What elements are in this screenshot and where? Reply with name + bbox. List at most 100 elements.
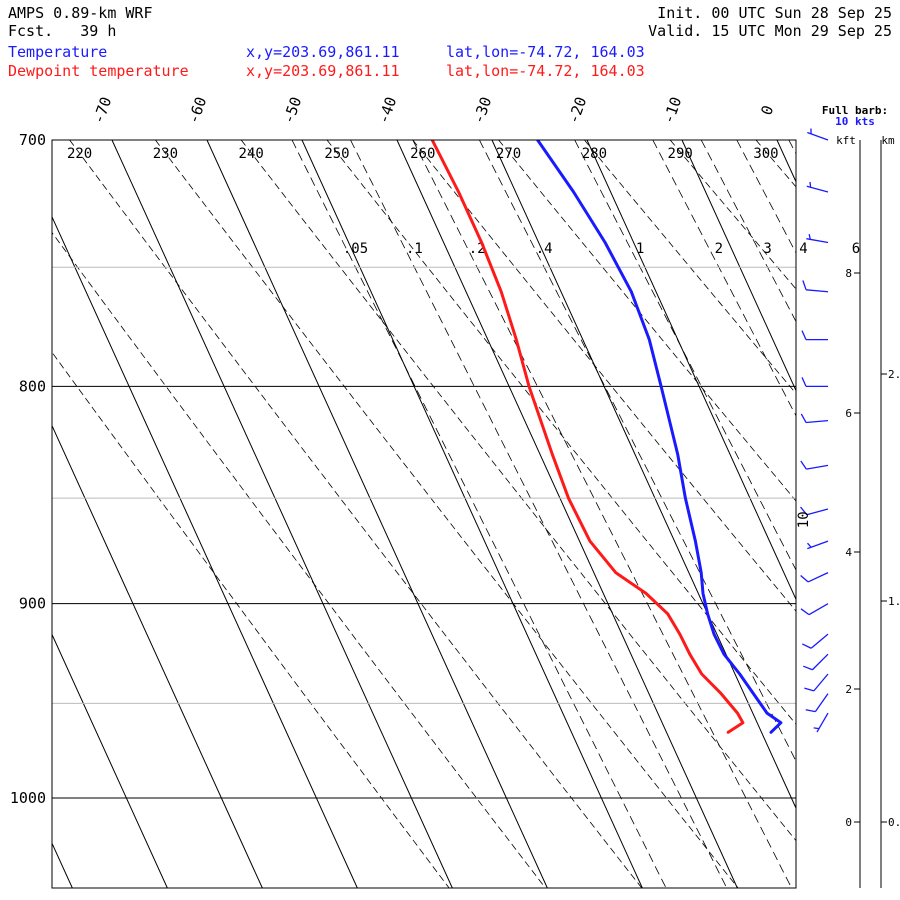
isotherm-line	[52, 424, 263, 888]
wind-barbs: 10	[796, 128, 829, 733]
isotherm-line	[681, 140, 796, 392]
profiles	[430, 140, 783, 734]
dry-adiabat-line	[326, 140, 796, 725]
wind-barb	[804, 673, 829, 692]
mixing-ratio-line	[736, 140, 796, 254]
model-title: AMPS 0.89-km WRF	[8, 4, 153, 22]
wind-barb	[800, 506, 829, 516]
isotherm-line	[52, 633, 168, 888]
wind-barb	[806, 181, 829, 193]
dewpoint-legend-label: Dewpoint temperature	[8, 62, 189, 80]
valid-time: Valid. 15 UTC Mon 29 Sep 25	[648, 22, 892, 40]
isotherm-line	[301, 140, 643, 888]
isotherm-line	[491, 140, 796, 810]
isotherm-line	[206, 140, 548, 888]
dry-adiabat-label: 280	[582, 146, 607, 162]
dewpoint-profile-line	[430, 140, 745, 734]
mixing-ratio-label: 4	[799, 241, 807, 257]
wind-barb	[807, 128, 829, 141]
wind-barb	[800, 603, 829, 616]
isotherm-line	[586, 140, 796, 601]
dewpoint-legend-latlon: lat,lon=-74.72, 164.03	[446, 62, 645, 80]
plot-frame	[51, 139, 797, 889]
kft-tick-label: 4	[845, 546, 852, 559]
chart-grid	[52, 140, 900, 888]
wind-barb	[807, 540, 829, 550]
wind-barb	[813, 712, 829, 733]
isotherm-label: -40	[374, 94, 400, 126]
isotherm-line	[111, 140, 453, 888]
pressure-label: 900	[19, 595, 46, 613]
pressure-label: 700	[19, 131, 46, 149]
forecast-hour: Fcst. 39 h	[8, 22, 117, 40]
dry-adiabat-line	[52, 231, 546, 888]
isotherm-label: -30	[469, 94, 495, 126]
temperature-legend-latlon: lat,lon=-74.72, 164.03	[446, 43, 645, 61]
mixing-ratio-label: .4	[536, 241, 553, 257]
dry-adiabat-line	[669, 140, 796, 290]
dewpoint-legend-xy: x,y=203.69,861.11	[246, 62, 400, 80]
km-tick-label: 0.	[888, 816, 900, 829]
dry-adiabat-line	[155, 140, 739, 888]
isotherm-label: -70	[89, 94, 115, 126]
wind-barb	[803, 653, 829, 671]
dry-adiabat-line	[842, 140, 900, 888]
isotherm-label: -20	[564, 94, 590, 126]
barb-legend-line2: 10 kts	[835, 115, 875, 128]
dry-adiabat-line	[498, 140, 796, 502]
isotherm-label: -60	[184, 94, 210, 126]
dry-adiabat-label: 220	[67, 146, 92, 162]
wind-barb	[806, 233, 829, 244]
wind-barb	[805, 693, 829, 713]
mixing-ratio-line	[350, 140, 728, 888]
km-tick-label: 1.	[888, 595, 900, 608]
dry-adiabat-label: 240	[239, 146, 264, 162]
dry-adiabat-line	[755, 140, 796, 188]
temperature-legend-label: Temperature	[8, 43, 108, 61]
wind-barb	[802, 280, 829, 293]
isotherm-line	[52, 215, 358, 888]
mixing-ratio-label: .1	[406, 241, 423, 257]
mixing-ratio-line	[291, 140, 667, 888]
km-axis-label: km	[881, 134, 895, 147]
dry-adiabat-line	[52, 351, 450, 888]
kft-axis-label: kft	[836, 134, 856, 147]
isotherm-label: -10	[659, 94, 685, 126]
wind-barb	[802, 633, 829, 649]
dry-adiabat-line	[240, 140, 796, 842]
kft-tick-label: 6	[845, 407, 852, 420]
isotherm-line	[872, 140, 900, 888]
mixing-ratio-line	[574, 140, 796, 571]
temperature-profile-line	[536, 140, 783, 734]
wind-barb	[800, 460, 829, 470]
dry-adiabat-label: 270	[496, 146, 521, 162]
isotherm-line	[396, 140, 738, 888]
barb-legend-line1: Full barb:	[822, 104, 888, 117]
isotherm-label: 0	[757, 103, 777, 118]
isobars	[52, 139, 796, 799]
temperature-legend-xy: x,y=203.69,861.11	[246, 43, 400, 61]
wind-barb	[800, 572, 829, 583]
dry-adiabat-label: 230	[153, 146, 178, 162]
km-tick-label: 2.	[888, 368, 900, 381]
kft-tick-label: 8	[845, 267, 852, 280]
kft-tick-label: 2	[845, 683, 852, 696]
pressure-label: 800	[19, 377, 46, 395]
wind-barb	[801, 377, 828, 387]
dry-adiabat-label: 300	[753, 146, 778, 162]
mixing-ratio-label: 6	[852, 241, 860, 257]
dry-adiabat-line	[412, 140, 796, 612]
kft-tick-label: 0	[845, 816, 852, 829]
mixing-ratio-line	[412, 140, 792, 888]
wind-barb	[801, 330, 828, 341]
isotherm-line	[52, 842, 73, 888]
mixing-ratio-label: .05	[343, 241, 368, 257]
pressure-label: 1000	[10, 789, 46, 807]
dry-adiabat-line	[584, 140, 796, 395]
init-time: Init. 00 UTC Sun 28 Sep 25	[657, 4, 892, 22]
dry-adiabat-label: 260	[410, 146, 435, 162]
mixing-ratio-label: 2	[715, 241, 723, 257]
